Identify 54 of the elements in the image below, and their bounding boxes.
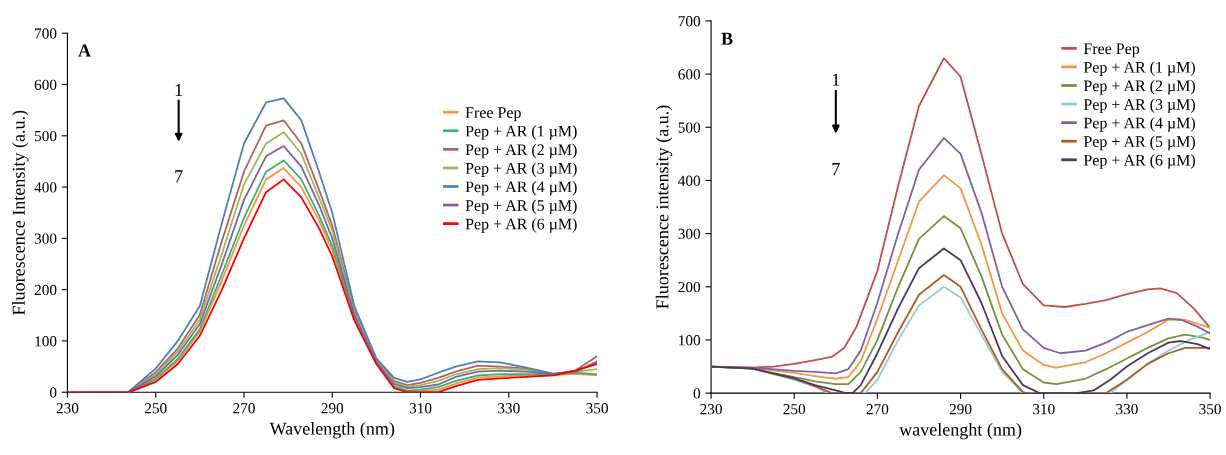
y-axis-title: Fluorescence intensity (a.u.): [655, 105, 673, 309]
y-tick-label: 100: [679, 335, 701, 346]
x-axis-title: wavelenght (nm): [899, 422, 1022, 440]
x-tick-label: 310: [409, 403, 432, 414]
y-axis-title: Fluorescence Intensity (a.u.): [12, 110, 29, 315]
y-tick-label: 300: [34, 233, 57, 244]
y-tick-label: 700: [35, 28, 57, 39]
x-tick-label: 290: [949, 403, 972, 415]
legend-label: Pep + AR (3 µM): [1083, 98, 1195, 114]
x-axis-title: Wavelength (nm): [269, 422, 395, 439]
legend-label: Pep + AR (3 µM): [465, 162, 577, 177]
x-tick-label: 310: [1033, 403, 1055, 415]
legend-label: Pep + AR (6 µM): [1083, 154, 1195, 169]
legend-label: Pep + AR (5 µM): [1083, 135, 1195, 151]
legend-label: Pep + AR (5 µM): [465, 199, 577, 215]
y-tick-label: 300: [678, 228, 701, 240]
y-tick-label: 700: [678, 16, 701, 27]
x-tick-label: 330: [498, 403, 520, 414]
x-tick-label: 270: [866, 403, 889, 415]
y-tick-label: 200: [678, 281, 701, 293]
x-tick-label: 230: [700, 403, 722, 415]
y-tick-label: 400: [678, 175, 701, 186]
legend-label: Pep + AR (1 µM): [465, 125, 577, 140]
x-tick-label: 290: [321, 403, 344, 414]
annotation: 1: [175, 84, 183, 96]
legend-label: Free Pep: [1083, 43, 1140, 58]
y-tick-label: 400: [34, 182, 57, 193]
annotation: A: [78, 44, 91, 57]
x-tick-label: 250: [144, 403, 167, 414]
x-tick-label: 350: [1199, 403, 1221, 415]
legend-label: Pep + AR (4 µM): [465, 181, 577, 196]
legend-label: Pep + AR (2 µM): [1083, 80, 1195, 95]
legend-label: Pep + AR (1 µM): [1083, 61, 1195, 76]
y-tick-label: 0: [693, 388, 701, 399]
x-tick-label: 230: [56, 403, 79, 414]
x-tick-label: 350: [586, 403, 608, 414]
legend-label: Free Pep: [465, 107, 521, 122]
y-tick-label: 500: [678, 122, 701, 133]
x-tick-label: 250: [783, 403, 806, 415]
legend-label: Pep + AR (6 µM): [465, 218, 577, 233]
annotation: 1: [832, 73, 840, 86]
legend-label: Pep + AR (4 µM): [1083, 117, 1195, 132]
y-tick-label: 500: [34, 130, 57, 142]
annotation: 7: [175, 170, 183, 183]
legend-label: Pep + AR (2 µM): [465, 143, 577, 159]
x-tick-label: 270: [233, 403, 255, 414]
y-tick-label: 0: [49, 387, 57, 398]
x-tick-label: 330: [1116, 403, 1138, 415]
y-tick-label: 100: [35, 336, 57, 347]
annotation: 7: [832, 163, 840, 175]
y-tick-label: 200: [34, 284, 57, 296]
annotation: B: [721, 32, 733, 45]
y-tick-label: 600: [678, 69, 701, 80]
y-tick-label: 600: [34, 79, 57, 90]
